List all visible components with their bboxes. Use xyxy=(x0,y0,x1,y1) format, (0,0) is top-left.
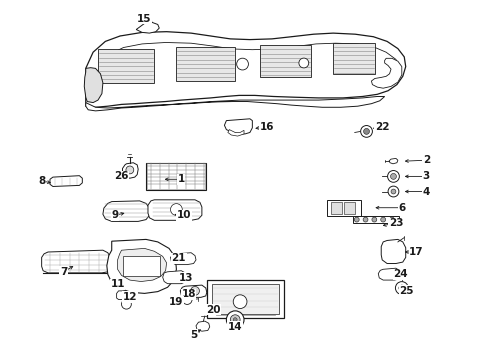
Polygon shape xyxy=(389,158,398,164)
Polygon shape xyxy=(148,200,202,220)
Circle shape xyxy=(395,282,408,294)
Text: 7: 7 xyxy=(60,267,68,277)
Circle shape xyxy=(226,311,244,328)
FancyBboxPatch shape xyxy=(327,200,361,216)
Polygon shape xyxy=(84,68,103,103)
Text: 19: 19 xyxy=(169,297,184,307)
Text: 10: 10 xyxy=(176,210,191,220)
Text: 13: 13 xyxy=(179,273,194,283)
Polygon shape xyxy=(118,248,167,282)
Polygon shape xyxy=(381,239,406,264)
Polygon shape xyxy=(371,58,402,88)
FancyBboxPatch shape xyxy=(212,284,279,314)
Circle shape xyxy=(388,186,399,197)
Text: 11: 11 xyxy=(110,279,125,289)
Text: 20: 20 xyxy=(206,305,220,315)
Circle shape xyxy=(233,295,247,309)
Circle shape xyxy=(390,217,394,222)
Polygon shape xyxy=(50,176,82,186)
FancyBboxPatch shape xyxy=(176,47,235,81)
Circle shape xyxy=(391,174,396,179)
Circle shape xyxy=(126,166,134,174)
Circle shape xyxy=(191,287,199,295)
Polygon shape xyxy=(171,253,196,265)
Text: 17: 17 xyxy=(409,247,424,257)
Text: 24: 24 xyxy=(393,269,408,279)
FancyBboxPatch shape xyxy=(146,163,206,190)
FancyBboxPatch shape xyxy=(333,43,375,74)
Circle shape xyxy=(391,189,396,194)
Circle shape xyxy=(381,217,386,222)
Text: 25: 25 xyxy=(399,286,414,296)
Text: 18: 18 xyxy=(181,289,196,300)
Polygon shape xyxy=(42,250,110,273)
Polygon shape xyxy=(196,321,210,331)
Polygon shape xyxy=(163,271,187,284)
Circle shape xyxy=(122,299,131,309)
Text: 4: 4 xyxy=(422,186,430,197)
FancyBboxPatch shape xyxy=(260,45,311,77)
Circle shape xyxy=(171,204,182,215)
Text: 16: 16 xyxy=(260,122,274,132)
Circle shape xyxy=(361,126,372,137)
FancyBboxPatch shape xyxy=(207,280,284,318)
Text: 22: 22 xyxy=(375,122,390,132)
Circle shape xyxy=(399,285,405,291)
Polygon shape xyxy=(107,239,176,293)
Polygon shape xyxy=(103,201,149,221)
Text: 1: 1 xyxy=(178,174,185,184)
FancyBboxPatch shape xyxy=(344,202,355,214)
Text: 26: 26 xyxy=(114,171,129,181)
Text: 23: 23 xyxy=(389,218,403,228)
Polygon shape xyxy=(117,291,128,300)
Text: 8: 8 xyxy=(38,176,45,186)
Text: 6: 6 xyxy=(398,203,405,213)
Circle shape xyxy=(388,171,399,182)
Polygon shape xyxy=(122,163,138,178)
Polygon shape xyxy=(378,268,401,280)
Text: 9: 9 xyxy=(112,210,119,220)
Circle shape xyxy=(299,58,309,68)
Polygon shape xyxy=(180,285,207,297)
Circle shape xyxy=(363,217,368,222)
Text: 12: 12 xyxy=(122,292,137,302)
Polygon shape xyxy=(228,130,244,136)
FancyBboxPatch shape xyxy=(331,202,342,214)
Circle shape xyxy=(364,129,369,134)
Circle shape xyxy=(237,58,248,70)
FancyBboxPatch shape xyxy=(353,216,399,223)
Circle shape xyxy=(354,217,359,222)
Polygon shape xyxy=(136,22,159,33)
FancyBboxPatch shape xyxy=(98,49,154,83)
Circle shape xyxy=(233,318,237,321)
FancyBboxPatch shape xyxy=(123,256,160,276)
Circle shape xyxy=(372,217,377,222)
Text: 5: 5 xyxy=(190,330,197,340)
Text: 15: 15 xyxy=(137,14,152,24)
Circle shape xyxy=(182,294,192,305)
Text: 14: 14 xyxy=(228,322,243,332)
Text: 3: 3 xyxy=(423,171,430,181)
Polygon shape xyxy=(86,32,406,107)
Text: 21: 21 xyxy=(172,253,186,264)
Polygon shape xyxy=(224,119,252,134)
Circle shape xyxy=(230,315,240,325)
Polygon shape xyxy=(86,96,385,111)
Text: 2: 2 xyxy=(423,155,430,165)
